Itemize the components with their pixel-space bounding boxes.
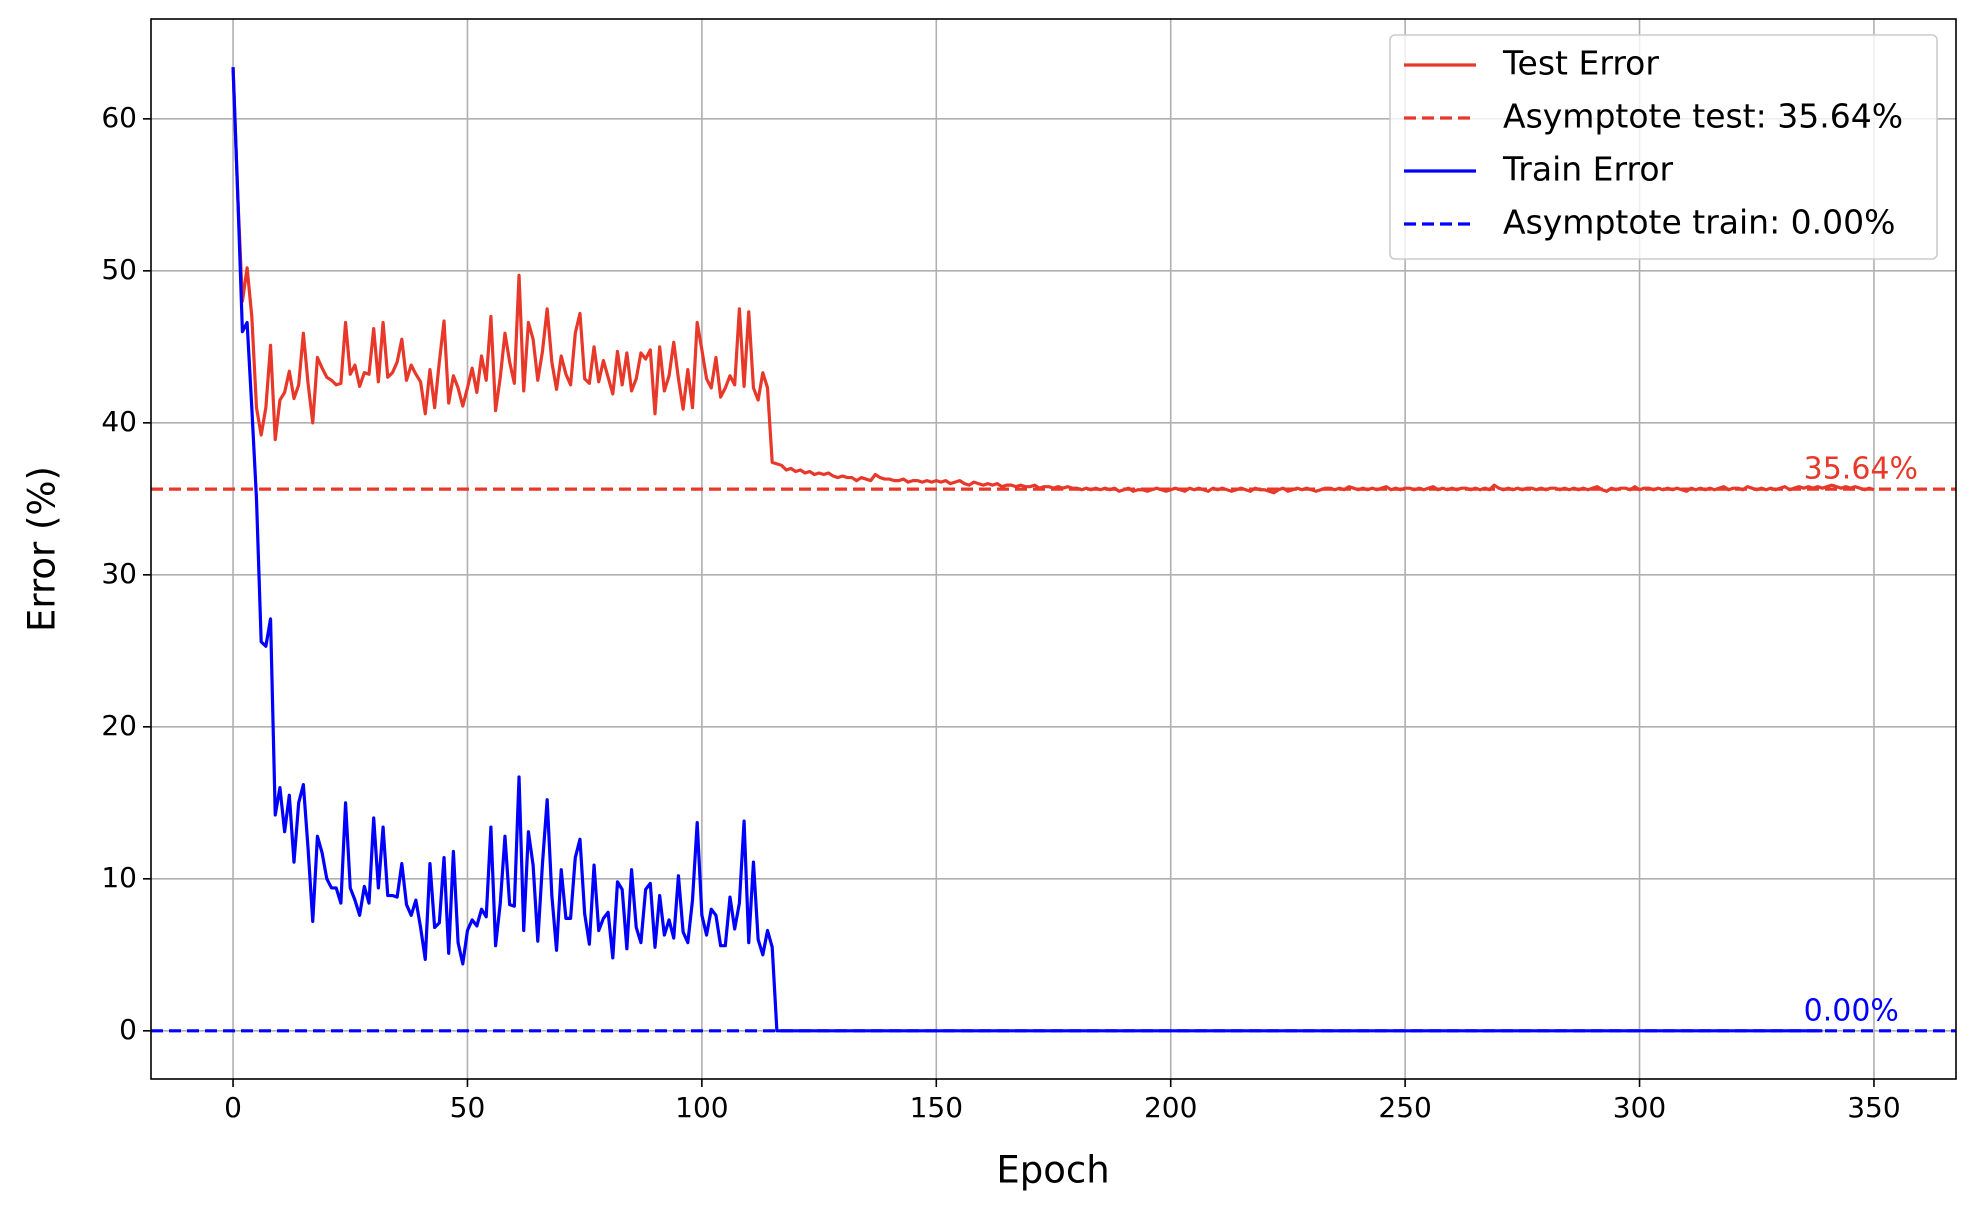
y-axis-label: Error (%) [21, 466, 64, 632]
y-tick-label: 50 [101, 253, 137, 286]
axes-frame [150, 18, 1957, 1080]
ticks: 0 50 100 150 200 250 300 350 0 10 20 30 40 50 60 [101, 101, 1900, 1124]
legend-label: Train Error [1502, 150, 1674, 189]
x-tick-label: 150 [910, 1091, 963, 1124]
x-tick-label: 300 [1613, 1091, 1666, 1124]
y-tick-label: 40 [101, 405, 137, 438]
y-tick-label: 10 [101, 861, 137, 894]
x-tick-label: 200 [1144, 1091, 1197, 1124]
y-tick-label: 0 [119, 1013, 137, 1046]
plot-area [151, 67, 1956, 1033]
asymptote-label: 0.00% [1804, 993, 1899, 1028]
x-tick-label: 250 [1378, 1091, 1431, 1124]
y-tick-label: 60 [101, 101, 137, 134]
legend-label: Asymptote test: 35.64% [1503, 97, 1903, 136]
legend-label: Asymptote train: 0.00% [1503, 203, 1896, 242]
x-axis-label: Epoch [996, 1149, 1109, 1192]
legend: Test Error Asymptote test: 35.64% Train Er… [1389, 34, 1938, 260]
x-tick-label: 0 [224, 1091, 242, 1124]
legend-label: Test Error [1502, 44, 1659, 83]
y-tick-label: 30 [101, 557, 137, 590]
y-tick-label: 20 [101, 709, 137, 742]
asymptote-label: 35.64% [1804, 452, 1918, 487]
legend-box [1389, 34, 1938, 260]
x-tick-label: 350 [1847, 1091, 1900, 1124]
x-tick-label: 50 [450, 1091, 486, 1124]
x-tick-label: 100 [675, 1091, 728, 1124]
